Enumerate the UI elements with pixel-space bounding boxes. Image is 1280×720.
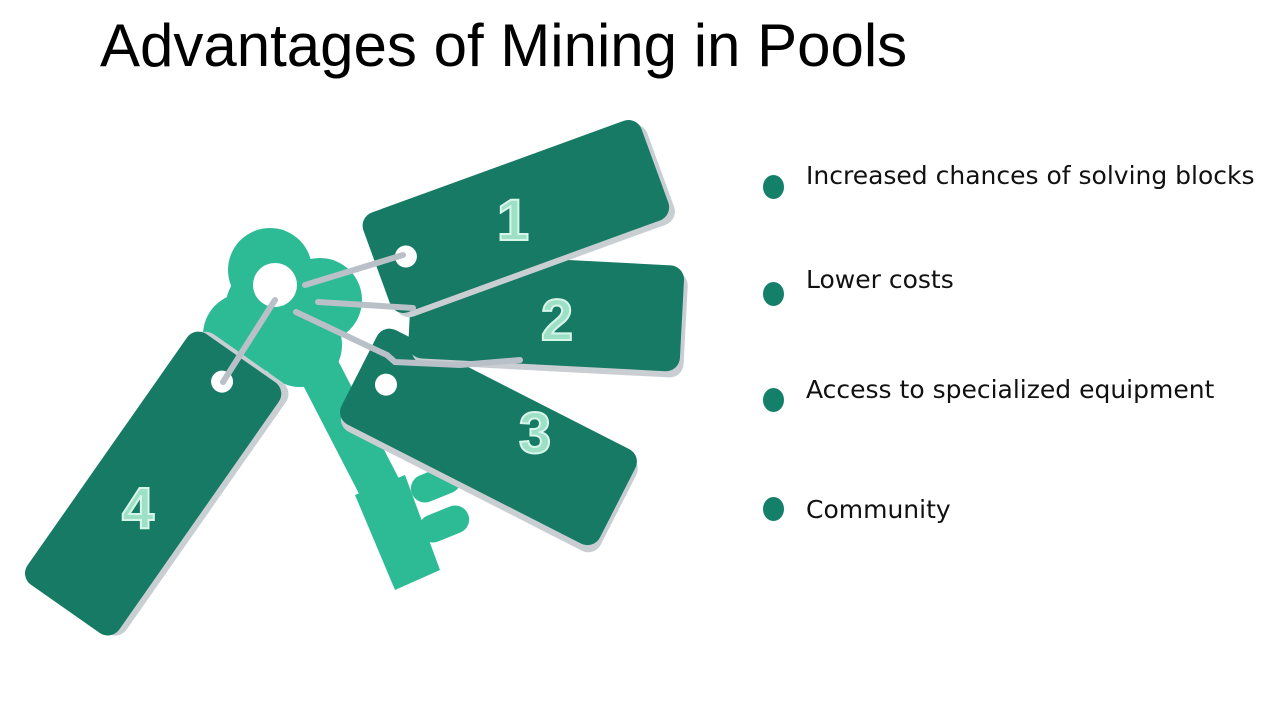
bullet-dot-icon [763,388,784,412]
tag-4 [25,331,289,636]
tag-strings [220,252,523,385]
tag-1-number: 1 [497,188,529,253]
tag-2-number: 2 [541,288,573,353]
bullet-2-text: Lower costs [806,265,954,294]
tag-3-number: 3 [519,401,551,466]
bullet-3-text: Access to specialized equipment [806,375,1215,404]
bullet-dot-icon [763,175,784,199]
bullet-1-text: Increased chances of solving blocks [806,161,1255,190]
bullet-dot-icon [763,282,784,306]
tag-4-number: 4 [122,476,154,541]
bullet-4-text: Community [806,495,951,524]
tag-3 [340,328,638,553]
slide-title: Advantages of Mining in Pools [100,12,908,79]
tag-1 [362,120,675,318]
bullet-dot-icon [763,497,784,521]
